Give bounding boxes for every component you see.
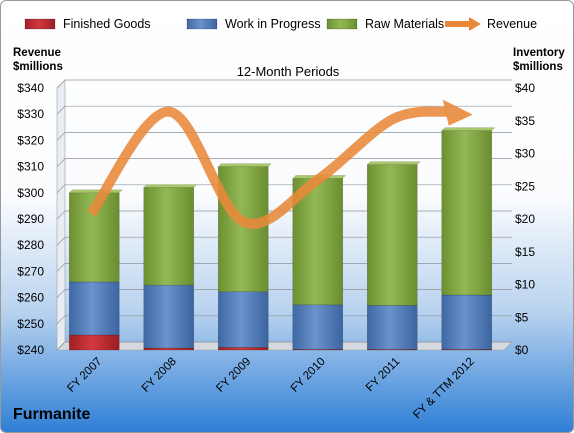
right-tick-label: $5 (515, 310, 529, 324)
left-tick-label: $330 (17, 107, 44, 121)
gridline (56, 158, 512, 167)
bar-segment-work-in-progress (366, 305, 418, 350)
left-axis-label: Revenue $millions (13, 46, 63, 74)
gridline (56, 315, 512, 325)
gridline (56, 236, 512, 246)
bar-segment-finished-goods (68, 334, 120, 351)
legend-label: Finished Goods (63, 17, 151, 31)
right-tick-label: $40 (515, 81, 535, 95)
gridline (56, 79, 512, 89)
category-label: FY 2010 (289, 356, 328, 395)
left-axis-label-line2: $millions (13, 61, 63, 73)
bar-segment-work-in-progress (441, 294, 493, 350)
legend-label: Raw Materials (365, 17, 444, 31)
gridline (56, 289, 512, 298)
bar-segment-finished-goods (217, 347, 269, 351)
bar-segment-raw-materials (441, 130, 493, 296)
bar-segment-work-in-progress (68, 281, 120, 336)
bar-segment-work-in-progress (292, 304, 344, 350)
bar-top-cap (143, 184, 198, 188)
bar-segment-raw-materials (143, 187, 195, 286)
legend-swatch-arrow (469, 17, 481, 31)
gridline (56, 341, 512, 351)
right-tick-label: $35 (515, 114, 535, 128)
gridline (56, 210, 512, 220)
category-label: FY 2011 (364, 356, 402, 394)
bar-top-cap (217, 163, 272, 167)
gridline (56, 184, 512, 194)
bar-top-cap (68, 189, 123, 194)
left-tick-label: $320 (17, 133, 44, 147)
category-label: FY 2007 (65, 356, 104, 395)
left-tick-label: $270 (17, 264, 44, 278)
left-tick-label: $290 (17, 212, 44, 226)
gridline (56, 105, 512, 115)
bar-segment-work-in-progress (143, 284, 195, 349)
legend-swatch-finished-goods (24, 18, 56, 30)
legend-label: Work in Progress (225, 17, 321, 31)
left-tick-label: $310 (17, 160, 44, 174)
right-axis-label: Inventory $millions (513, 46, 565, 74)
left-tick-label: $240 (17, 343, 44, 357)
left-tick-label: $300 (17, 186, 44, 200)
bar-segment-raw-materials (366, 164, 418, 306)
right-tick-label: $30 (515, 147, 535, 161)
right-tick-label: $0 (515, 343, 529, 357)
left-tick-label: $250 (17, 317, 44, 331)
bar-segment-work-in-progress (217, 291, 269, 348)
legend-swatch-raw-materials (326, 18, 358, 30)
legend-label: Revenue (487, 17, 537, 31)
revenue-line (87, 106, 448, 229)
gridline (56, 263, 512, 272)
category-label: FY & TTM 2012 (411, 356, 477, 422)
right-tick-label: $25 (515, 179, 535, 193)
legend-swatch-work-in-progress (186, 18, 218, 30)
right-tick-label: $15 (515, 245, 535, 259)
right-tick-label: $20 (515, 212, 535, 226)
right-tick-label: $10 (515, 278, 535, 292)
gridline (56, 132, 512, 141)
right-axis-label-line2: $millions (513, 61, 563, 73)
company-name: Furmanite (13, 406, 91, 423)
revenue-arrowhead (442, 99, 473, 126)
left-tick-label: $260 (17, 291, 44, 305)
left-axis-label-line1: Revenue (13, 47, 61, 59)
bar-top-cap (441, 127, 496, 131)
left-tick-label: $280 (17, 238, 44, 252)
category-label: FY 2008 (140, 356, 179, 395)
bar-top-cap (366, 161, 421, 165)
right-axis-label-line1: Inventory (513, 47, 565, 59)
chart-title: 12-Month Periods (237, 64, 340, 79)
left-tick-label: $340 (17, 81, 44, 95)
bar-segment-raw-materials (217, 166, 269, 293)
category-label: FY 2009 (214, 356, 253, 395)
